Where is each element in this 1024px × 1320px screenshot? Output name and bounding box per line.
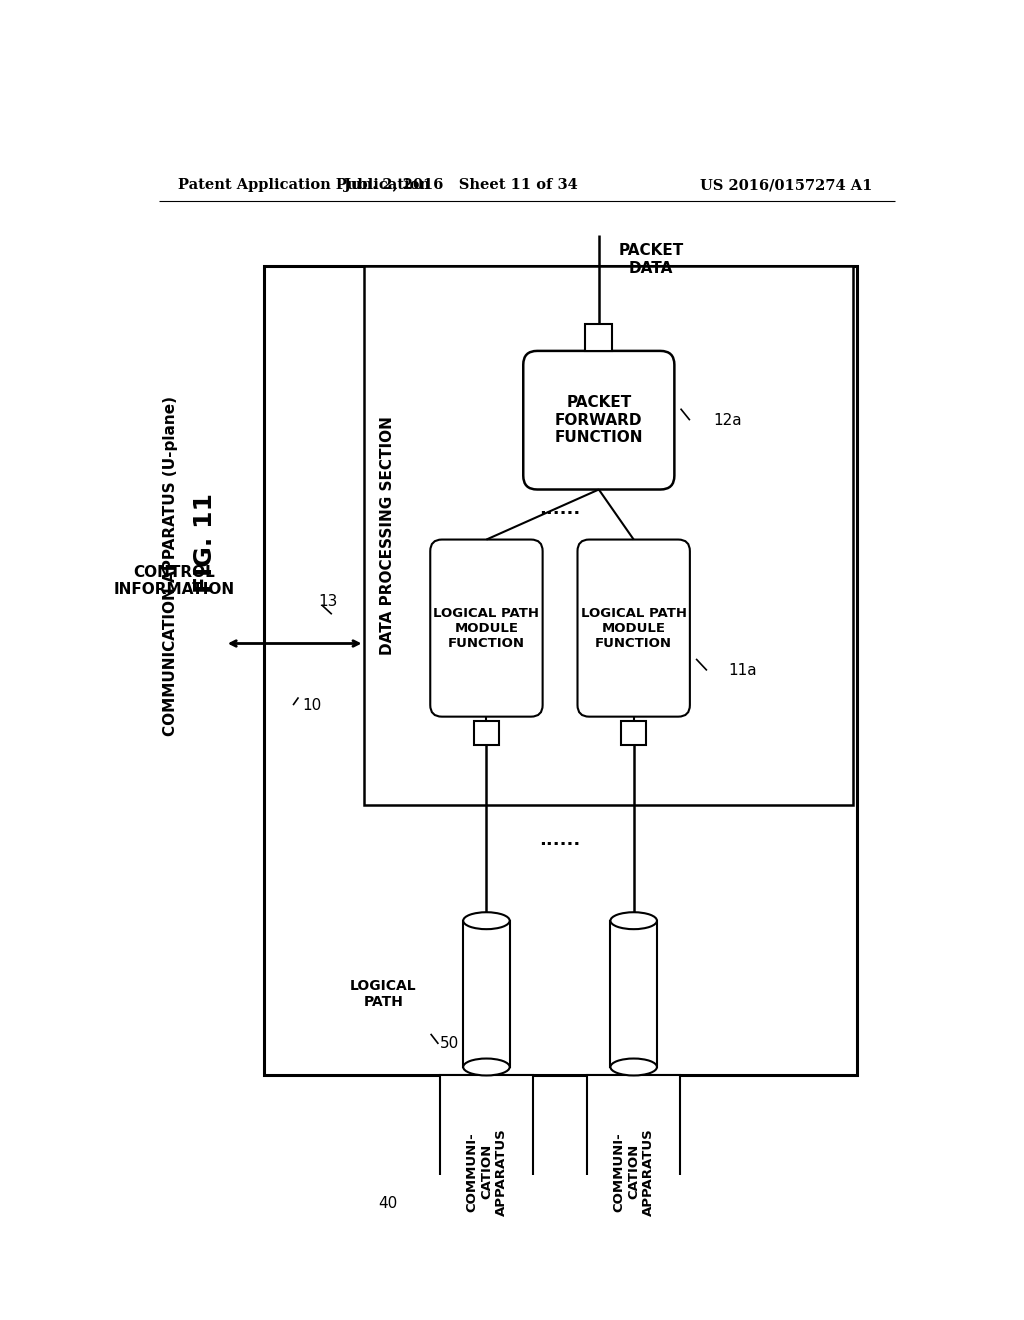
Text: LOGICAL PATH
MODULE
FUNCTION: LOGICAL PATH MODULE FUNCTION [433, 607, 540, 649]
Ellipse shape [463, 1059, 510, 1076]
Text: 10: 10 [302, 697, 322, 713]
Text: US 2016/0157274 A1: US 2016/0157274 A1 [699, 178, 872, 193]
Text: P: P [481, 726, 492, 739]
Bar [440, 1076, 532, 1269]
Text: Patent Application Publication: Patent Application Publication [178, 178, 430, 193]
Text: 50: 50 [440, 1036, 459, 1052]
Bar [263, 267, 856, 1074]
Text: ......: ...... [540, 830, 581, 849]
Ellipse shape [610, 912, 657, 929]
Bar [463, 921, 510, 1067]
Text: COMMUNI-
CATION
APPARATUS: COMMUNI- CATION APPARATUS [612, 1127, 655, 1216]
Text: DATA PROCESSING SECTION: DATA PROCESSING SECTION [380, 416, 395, 655]
Bar [622, 721, 646, 744]
Text: Jun. 2, 2016   Sheet 11 of 34: Jun. 2, 2016 Sheet 11 of 34 [344, 178, 579, 193]
Text: FIG. 11: FIG. 11 [194, 494, 217, 594]
Bar [587, 1076, 680, 1269]
Text: 12a: 12a [713, 413, 741, 428]
Text: P: P [594, 330, 604, 345]
Text: PACKET
DATA: PACKET DATA [618, 243, 683, 276]
Bar [474, 721, 499, 744]
Text: LOGICAL
PATH: LOGICAL PATH [350, 978, 417, 1008]
Ellipse shape [463, 912, 510, 929]
Text: COMMUNICATION APPARATUS (U-plane): COMMUNICATION APPARATUS (U-plane) [163, 396, 178, 737]
Text: ......: ...... [540, 500, 581, 517]
Text: 40: 40 [378, 1196, 397, 1212]
FancyBboxPatch shape [523, 351, 675, 490]
Text: LOGICAL PATH
MODULE
FUNCTION: LOGICAL PATH MODULE FUNCTION [581, 607, 687, 649]
Bar [610, 921, 657, 1067]
FancyBboxPatch shape [578, 540, 690, 717]
Text: CONTROL
INFORMATION: CONTROL INFORMATION [114, 565, 236, 598]
Text: 11a: 11a [729, 663, 758, 678]
Text: PACKET
FORWARD
FUNCTION: PACKET FORWARD FUNCTION [555, 395, 643, 445]
Bar [586, 323, 612, 351]
Ellipse shape [610, 1059, 657, 1076]
FancyBboxPatch shape [430, 540, 543, 717]
Text: COMMUNI-
CATION
APPARATUS: COMMUNI- CATION APPARATUS [465, 1127, 508, 1216]
Text: 13: 13 [317, 594, 337, 609]
Bar [365, 267, 853, 805]
Text: P: P [629, 726, 639, 739]
